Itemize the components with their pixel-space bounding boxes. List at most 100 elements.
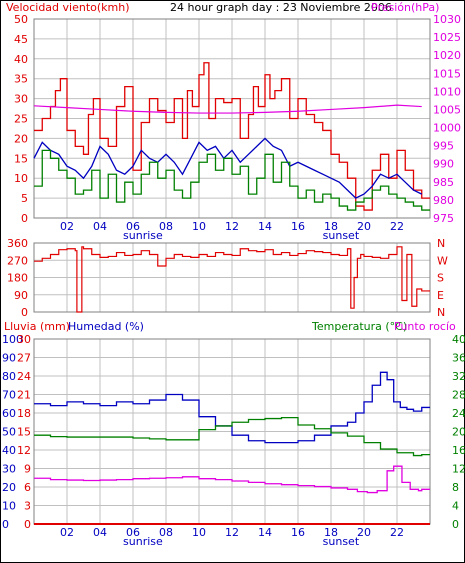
- pressure-tick-label: 995: [433, 140, 454, 153]
- temperature-tick-label: 32: [452, 370, 465, 383]
- wind-speed-tick-label: 40: [14, 53, 28, 66]
- humidity-tick-label: 100: [2, 333, 23, 346]
- wind-speed-tick-label: 30: [14, 93, 28, 106]
- direction-tick-label: 360: [7, 237, 28, 250]
- temperature-tick-label: 0: [452, 518, 459, 531]
- temperature-tick-label: 12: [452, 463, 465, 476]
- humidity-tick-label: 80: [2, 370, 16, 383]
- dew-point-line: [34, 465, 430, 494]
- wind-speed-tick-label: 50: [14, 13, 28, 26]
- rain-tick-label: 9: [24, 463, 31, 476]
- bottom-x-tick-label: 22: [390, 526, 404, 539]
- humidity-tick-label: 70: [2, 389, 16, 402]
- direction-compass-label: E: [437, 289, 444, 302]
- rain-axis-title: Lluvia (mm): [4, 320, 70, 333]
- pressure-tick-label: 1000: [433, 122, 461, 135]
- direction-compass-label: S: [437, 272, 444, 285]
- bottom-x-tick-label: 18: [324, 526, 338, 539]
- rain-tick-label: 27: [17, 352, 31, 365]
- top-sunrise-label: sunrise: [123, 229, 163, 242]
- humidity-line: [34, 371, 430, 444]
- direction-plot-border: [33, 242, 431, 313]
- dew-point-axis-title: Punto rocío: [394, 320, 456, 333]
- top-x-tick-label: 06: [126, 220, 140, 233]
- pressure-tick-label: 985: [433, 176, 454, 189]
- graph-title: 24 hour graph day : 23 Noviembre 2006: [170, 1, 392, 14]
- bottom-x-tick-label: 12: [225, 526, 239, 539]
- rain-tick-label: 15: [17, 426, 31, 439]
- temperature-tick-label: 24: [452, 407, 465, 420]
- top-x-tick-label: 22: [390, 220, 404, 233]
- pressure-axis-title: Presión(hPa): [371, 1, 439, 14]
- temperature-tick-label: 40: [452, 333, 465, 346]
- pressure-tick-label: 980: [433, 194, 454, 207]
- wind-speed-tick-label: 0: [21, 212, 28, 225]
- direction-compass-label: N: [437, 237, 445, 250]
- wind-speed-tick-label: 25: [14, 113, 28, 126]
- wind-average-line: [33, 137, 423, 199]
- direction-tick-label: 270: [7, 254, 28, 267]
- pressure-line: [33, 104, 422, 114]
- bottom-x-tick-label: 10: [192, 526, 206, 539]
- top-x-tick-label: 12: [225, 220, 239, 233]
- pressure-tick-label: 1010: [433, 85, 461, 98]
- wind-plot-border: [33, 18, 431, 219]
- top-x-tick-label: 14: [258, 220, 272, 233]
- bottom-sunset-label: sunset: [323, 535, 360, 548]
- rain-tick-label: 21: [17, 389, 31, 402]
- humidity-tick-label: 60: [2, 407, 16, 420]
- temperature-tick-label: 8: [452, 481, 459, 494]
- humidity-tick-label: 20: [2, 481, 16, 494]
- wind-speed-tick-label: 45: [14, 33, 28, 46]
- pressure-tick-label: 1020: [433, 49, 461, 62]
- wind-speed-tick-label: 10: [14, 172, 28, 185]
- temperature-tick-label: 4: [452, 500, 459, 513]
- direction-tick-label: 0: [21, 306, 28, 319]
- humidity-tick-label: 30: [2, 463, 16, 476]
- wind-speed-line: [34, 149, 430, 211]
- pressure-tick-label: 1030: [433, 13, 461, 26]
- top-x-tick-label: 16: [291, 220, 305, 233]
- top-x-tick-label: 08: [159, 220, 173, 233]
- pressure-tick-label: 1005: [433, 103, 461, 116]
- wind-speed-tick-label: 20: [14, 132, 28, 145]
- top-x-tick-label: 04: [93, 220, 107, 233]
- wind-speed-tick-label: 35: [14, 73, 28, 86]
- humidity-tick-label: 40: [2, 444, 16, 457]
- top-x-tick-label: 20: [357, 220, 371, 233]
- direction-tick-label: 90: [14, 289, 28, 302]
- wind-speed-tick-label: 5: [21, 192, 28, 205]
- wind-direction-line: [34, 246, 430, 313]
- wind-gust-line: [34, 62, 430, 211]
- temperature-line: [34, 416, 430, 457]
- direction-compass-label: N: [437, 306, 445, 319]
- rain-tick-label: 0: [24, 518, 31, 531]
- temperature-tick-label: 20: [452, 426, 465, 439]
- top-sunset-label: sunset: [323, 229, 360, 242]
- bottom-x-tick-label: 08: [159, 526, 173, 539]
- bottom-x-tick-label: 16: [291, 526, 305, 539]
- rain-tick-label: 30: [17, 333, 31, 346]
- bottom-x-tick-label: 14: [258, 526, 272, 539]
- temperature-tick-label: 28: [452, 389, 465, 402]
- top-x-tick-label: 02: [60, 220, 74, 233]
- humidity-tick-label: 90: [2, 352, 16, 365]
- humidity-tick-label: 10: [2, 500, 16, 513]
- rain-tick-label: 12: [17, 444, 31, 457]
- bottom-sunrise-label: sunrise: [123, 535, 163, 548]
- direction-tick-label: 180: [7, 272, 28, 285]
- humidity-tick-label: 50: [2, 426, 16, 439]
- rain-tick-label: 6: [24, 481, 31, 494]
- humidity-tick-label: 0: [2, 518, 9, 531]
- bottom-x-tick-label: 20: [357, 526, 371, 539]
- bottom-x-tick-label: 04: [93, 526, 107, 539]
- temperature-tick-label: 16: [452, 444, 465, 457]
- bottom-x-tick-label: 02: [60, 526, 74, 539]
- wind-speed-axis-title: Velocidad viento(kmh): [6, 1, 130, 14]
- pressure-tick-label: 1015: [433, 67, 461, 80]
- humidity-axis-title: Humedad (%): [68, 320, 144, 333]
- temperature-axis-title: Temperatura (°C): [311, 320, 407, 333]
- temperature-tick-label: 36: [452, 352, 465, 365]
- pressure-tick-label: 975: [433, 212, 454, 225]
